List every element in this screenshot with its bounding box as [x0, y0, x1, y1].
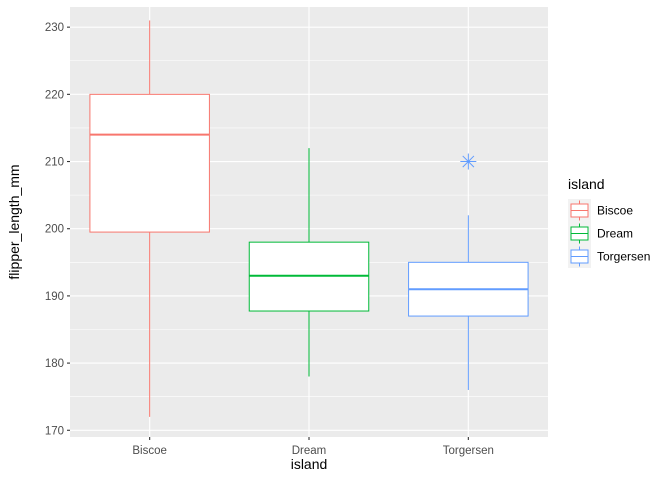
legend-item-biscoe: Biscoe — [568, 199, 633, 222]
y-tick-label: 170 — [45, 425, 64, 437]
x-tick-label: Dream — [292, 445, 327, 457]
box-layer — [89, 20, 529, 417]
legend: island Biscoe Dream Torgersen — [568, 176, 650, 268]
legend-item-torgersen: Torgersen — [568, 245, 650, 268]
box-torgersen — [408, 153, 529, 390]
box-dream — [248, 148, 370, 377]
box-biscoe — [89, 20, 210, 417]
y-tick-label: 180 — [45, 358, 64, 370]
legend-label: Dream — [597, 227, 633, 241]
iqr-box — [89, 93, 210, 233]
x-axis-title: island — [291, 456, 328, 472]
legend-title: island — [568, 176, 605, 192]
legend-item-dream: Dream — [568, 222, 633, 245]
y-tick-label: 210 — [45, 157, 64, 169]
y-axis-title: flipper_length_mm — [6, 164, 22, 279]
x-tick-label: Torgersen — [443, 445, 494, 457]
y-tick-label: 230 — [45, 22, 64, 34]
y-tick-label: 190 — [45, 291, 64, 303]
y-tick-label: 220 — [45, 89, 64, 101]
outlier-stroke — [462, 155, 475, 168]
x-tick-label: Biscoe — [132, 445, 167, 457]
y-tick-label: 200 — [45, 224, 64, 236]
outlier-point — [460, 153, 477, 170]
legend-keys: Biscoe Dream Torgersen — [568, 199, 650, 268]
axis-layer: 170 180 190 200 210 220 230 Biscoe Dream Torgerse… — [45, 22, 494, 457]
legend-label: Biscoe — [597, 204, 633, 218]
legend-label: Torgersen — [597, 250, 650, 264]
